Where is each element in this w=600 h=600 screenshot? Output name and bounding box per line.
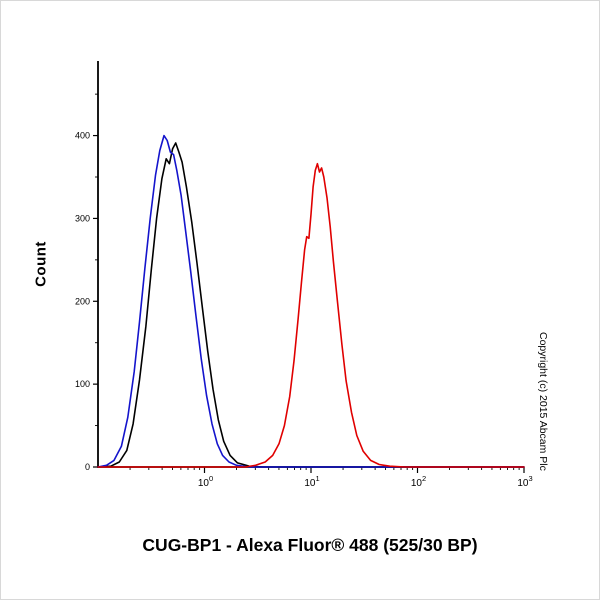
- red-curve: [97, 162, 525, 468]
- x-tick-label: 102: [411, 474, 426, 489]
- y-tick-label: 0: [85, 462, 90, 472]
- blue-curve: [97, 134, 525, 468]
- y-tick-label: 400: [75, 131, 90, 141]
- x-tick-label: 101: [304, 474, 319, 489]
- x-tick-label: 100: [198, 474, 213, 489]
- y-axis-label: Count: [32, 241, 50, 287]
- copyright-text: Copyright (c) 2015 Abcam Plc: [537, 332, 549, 471]
- y-tick-label: 200: [75, 296, 90, 306]
- x-tick-label: 103: [517, 474, 532, 489]
- black-curve: [97, 142, 525, 468]
- y-tick-label: 300: [75, 213, 90, 223]
- chart-title: CUG-BP1 - Alexa Fluor® 488 (525/30 BP): [142, 535, 478, 555]
- y-tick-label: 100: [75, 379, 90, 389]
